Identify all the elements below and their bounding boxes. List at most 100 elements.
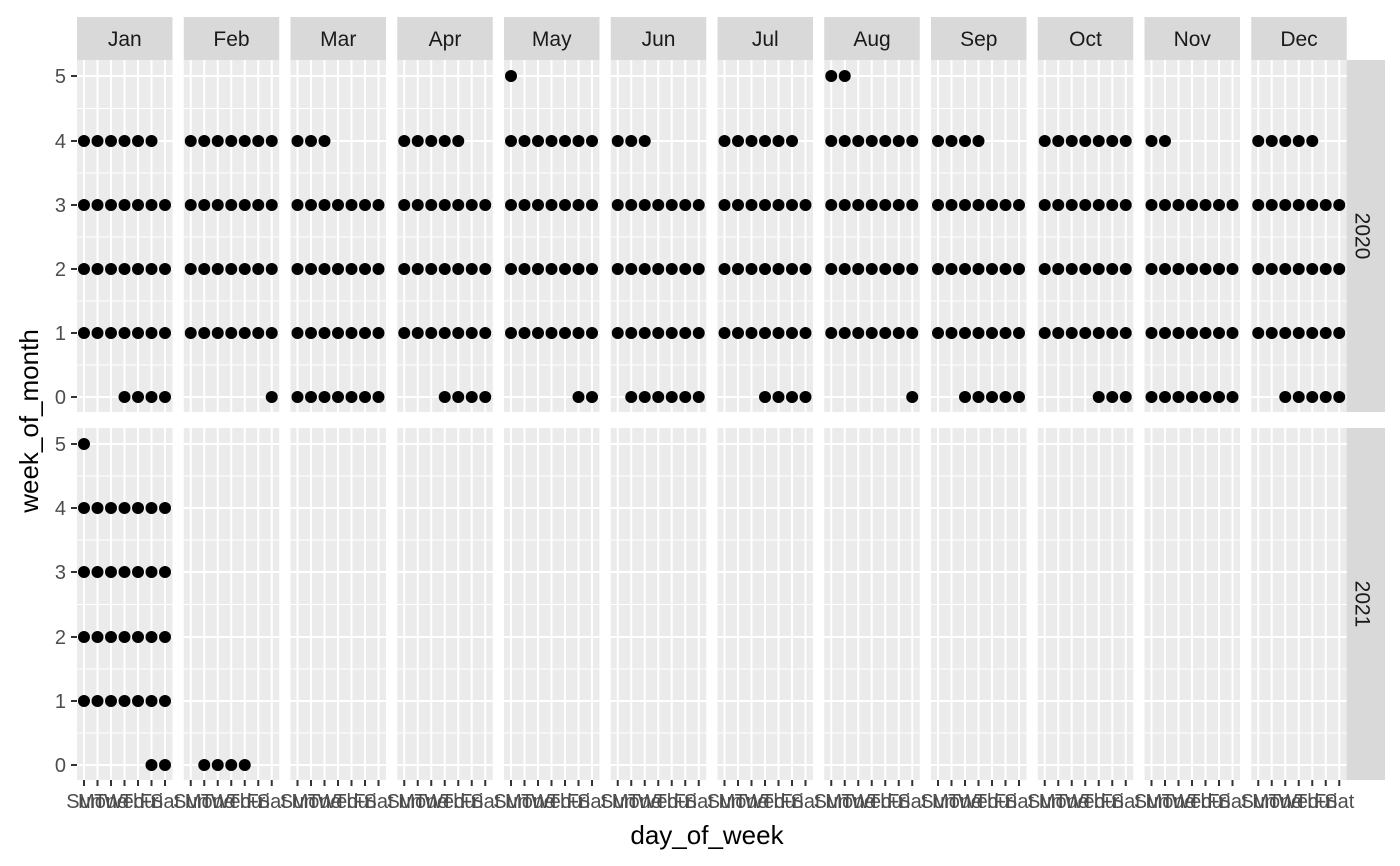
data-point <box>118 327 131 339</box>
y-tick-label: 3 <box>55 195 66 217</box>
x-tick-label: Sat <box>1324 791 1354 813</box>
x-tick-label: Fri <box>887 791 910 813</box>
x-tick-label: Fri <box>460 791 483 813</box>
data-point <box>906 391 919 403</box>
data-point <box>1252 135 1265 147</box>
x-tick-label: Thu <box>761 791 795 813</box>
data-point <box>532 327 544 339</box>
data-point <box>932 327 944 339</box>
facet-strip-label: Jan <box>108 28 142 51</box>
data-point <box>732 199 744 211</box>
data-point <box>1279 391 1292 403</box>
data-point <box>78 695 90 707</box>
data-point <box>638 391 651 403</box>
data-point <box>906 263 919 275</box>
data-point <box>1065 199 1078 211</box>
data-point <box>879 327 892 339</box>
x-tick-label: Tue <box>521 791 555 813</box>
data-point <box>638 135 651 147</box>
x-tick-label: Fri <box>780 791 803 813</box>
data-point <box>1265 135 1278 147</box>
x-tick-label: Tue <box>414 791 448 813</box>
data-point <box>305 263 317 275</box>
facet-strip-label: Sep <box>960 28 997 51</box>
data-point <box>759 391 771 403</box>
data-point <box>465 327 478 339</box>
data-point <box>225 327 238 339</box>
data-point <box>265 391 278 403</box>
data-point <box>999 263 1012 275</box>
data-point <box>652 263 665 275</box>
data-point <box>838 327 851 339</box>
data-point <box>438 327 451 339</box>
data-point <box>198 135 211 147</box>
data-point <box>1213 199 1225 211</box>
data-point <box>1279 135 1292 147</box>
data-point <box>679 199 692 211</box>
data-point <box>1306 391 1319 403</box>
data-point <box>332 199 344 211</box>
data-point <box>652 199 665 211</box>
data-point <box>1292 199 1305 211</box>
data-point <box>398 327 411 339</box>
data-point <box>559 327 571 339</box>
data-point <box>852 135 865 147</box>
data-point <box>1079 327 1092 339</box>
data-point <box>786 391 798 403</box>
data-point <box>105 695 117 707</box>
data-point <box>265 327 278 339</box>
data-point <box>438 263 451 275</box>
data-point <box>611 135 624 147</box>
data-point <box>1145 327 1158 339</box>
data-point <box>184 327 197 339</box>
data-point <box>411 263 424 275</box>
data-point <box>1013 391 1025 403</box>
data-point <box>692 199 705 211</box>
x-tick-label: Thu <box>334 791 368 813</box>
data-point <box>572 263 585 275</box>
row-strip-label: 2021 <box>1351 581 1374 628</box>
y-tick-label: 1 <box>55 323 66 345</box>
data-point <box>332 327 344 339</box>
data-point <box>945 263 958 275</box>
x-tick-label: Thu <box>228 791 262 813</box>
x-tick-label: Fri <box>1314 791 1337 813</box>
y-tick-label: 5 <box>55 434 66 456</box>
data-point <box>972 135 985 147</box>
data-point <box>118 391 131 403</box>
x-tick-label: Tue <box>735 791 769 813</box>
y-tick-label: 5 <box>55 66 66 88</box>
data-point <box>625 135 638 147</box>
data-point <box>692 327 705 339</box>
x-tick-label: Sun <box>493 791 529 813</box>
data-point <box>132 199 144 211</box>
data-point <box>305 199 317 211</box>
x-tick-label: Wed <box>1172 791 1213 813</box>
data-point <box>838 263 851 275</box>
data-point <box>745 327 758 339</box>
data-point <box>91 502 104 514</box>
data-point <box>1092 199 1105 211</box>
data-point <box>91 199 104 211</box>
x-tick-label: Tue <box>841 791 875 813</box>
x-tick-label: Sat <box>684 791 714 813</box>
x-tick-label: Thu <box>655 791 689 813</box>
data-point <box>1319 199 1332 211</box>
data-point <box>1172 263 1185 275</box>
data-point <box>906 135 919 147</box>
data-point <box>972 199 985 211</box>
data-point <box>479 263 492 275</box>
x-tick-label: Tue <box>94 791 128 813</box>
data-point <box>505 263 517 275</box>
data-point <box>865 135 878 147</box>
data-point <box>132 695 144 707</box>
data-point <box>572 199 585 211</box>
data-point <box>105 327 117 339</box>
data-point <box>184 135 197 147</box>
data-point <box>665 263 678 275</box>
data-point <box>1319 327 1332 339</box>
x-tick-label: Wed <box>851 791 892 813</box>
data-point <box>1052 327 1065 339</box>
data-point <box>1186 263 1198 275</box>
data-point <box>772 135 785 147</box>
